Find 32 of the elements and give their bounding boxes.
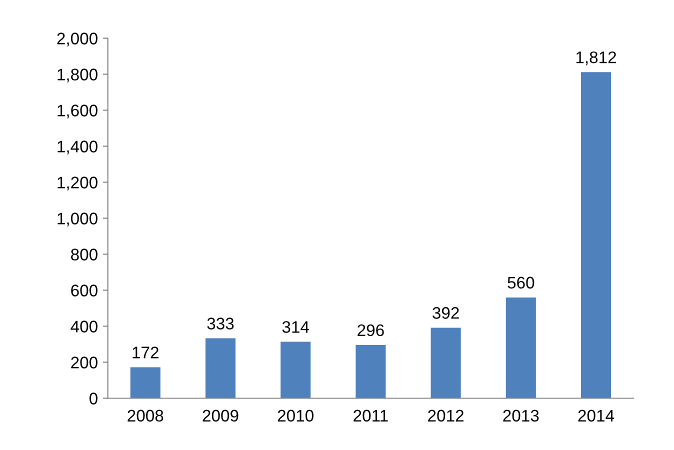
- x-tick-label: 2014: [578, 410, 614, 422]
- y-tick-label: 1,600: [58, 104, 98, 118]
- y-tick-label: 0: [90, 392, 98, 404]
- bar: [430, 328, 461, 398]
- bar: [205, 338, 236, 398]
- data-label: 392: [432, 307, 459, 319]
- y-tick-label: 1,400: [58, 140, 98, 154]
- x-tick-label: 2012: [428, 410, 464, 422]
- data-label: 172: [132, 346, 158, 358]
- x-tick-label: 2011: [354, 410, 388, 422]
- x-tick-label: 2013: [503, 410, 539, 422]
- y-tick-label: 1,800: [58, 68, 98, 82]
- data-label: 333: [207, 318, 234, 330]
- bar: [130, 367, 160, 398]
- y-tick-label: 800: [71, 248, 98, 260]
- x-tick-label: 2009: [202, 410, 238, 422]
- y-tick-label: 1,200: [58, 176, 98, 190]
- data-label: 560: [508, 276, 534, 289]
- x-tick-label: 2010: [278, 410, 314, 422]
- bar: [506, 297, 536, 398]
- bar: [580, 72, 612, 398]
- bar: [280, 342, 311, 398]
- y-tick-label: 2,000: [57, 32, 98, 46]
- data-label: 1,812: [576, 51, 616, 66]
- y-tick-label: 200: [71, 356, 98, 368]
- data-label: 314: [282, 321, 310, 333]
- bar: [356, 344, 386, 398]
- y-tick-label: 1,000: [58, 212, 98, 226]
- x-tick-label: 2008: [128, 410, 164, 422]
- y-tick-label: 400: [70, 320, 98, 332]
- y-tick-label: 600: [71, 284, 98, 296]
- data-label: 296: [358, 324, 384, 336]
